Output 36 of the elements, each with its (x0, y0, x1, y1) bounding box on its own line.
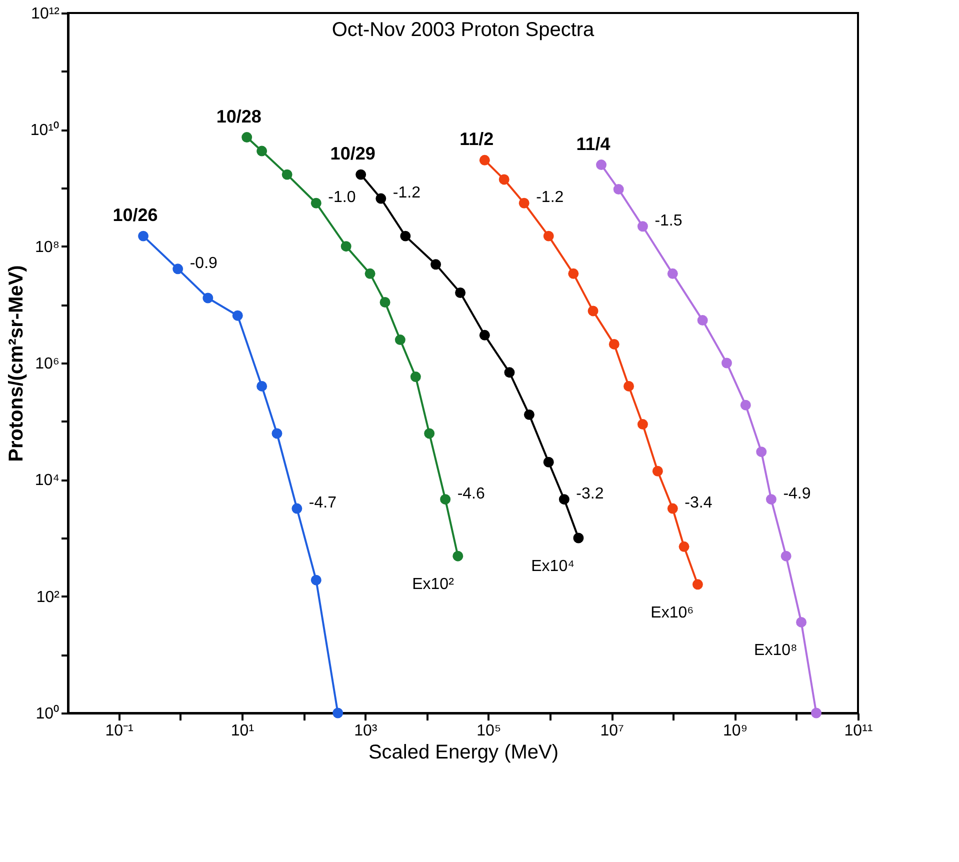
y-tick-label: 10⁸ (34, 238, 60, 256)
y-tick-label: 10¹⁰ (30, 121, 60, 140)
x-tick-label: 10⁷ (600, 722, 624, 740)
x-axis-title: Scaled Energy (MeV) (368, 742, 559, 764)
x-tick-label: 10¹¹ (844, 722, 873, 740)
x-tick-label: 10³ (354, 722, 378, 740)
annotation: -4.9 (783, 485, 811, 502)
series-label: 10/28 (216, 106, 262, 126)
annotation: -3.2 (576, 485, 604, 502)
y-tick-label: 10¹² (31, 6, 60, 22)
x-tick-label: 10¹ (230, 722, 254, 740)
annotation: Ex10⁸ (754, 642, 798, 660)
chart-title: Oct-Nov 2003 Proton Spectra (332, 19, 596, 41)
annotation: -1.2 (392, 184, 421, 202)
y-axis-title: Protons/(cm²sr-MeV) (5, 265, 28, 462)
x-tick-label: 10⁵ (476, 722, 502, 740)
y-tick-label: 10⁶ (35, 356, 60, 372)
y-tick-label: 10⁰ (36, 704, 60, 722)
y-tick-label: 10⁴ (34, 472, 60, 490)
annotation: -1.0 (328, 189, 356, 206)
annotation: -1.5 (654, 212, 682, 230)
series-label: 11/4 (576, 134, 610, 154)
annotation: Ex10⁴ (531, 558, 575, 575)
annotation: -4.7 (308, 494, 337, 512)
series-label: 11/2 (460, 129, 494, 150)
y-tick-label: 10² (36, 588, 60, 606)
annotation: -0.9 (190, 254, 218, 272)
annotation: Ex10⁶ (650, 604, 694, 622)
annotation: Ex10² (412, 576, 455, 594)
x-tick-label: 10⁻¹ (105, 722, 134, 740)
series-label: 10/26 (112, 205, 158, 226)
annotation: -1.2 (536, 189, 564, 206)
annotation: -4.6 (457, 485, 485, 502)
x-tick-label: 10⁹ (722, 722, 748, 740)
series-label: 10/29 (330, 144, 376, 164)
annotation: -3.4 (684, 494, 712, 512)
